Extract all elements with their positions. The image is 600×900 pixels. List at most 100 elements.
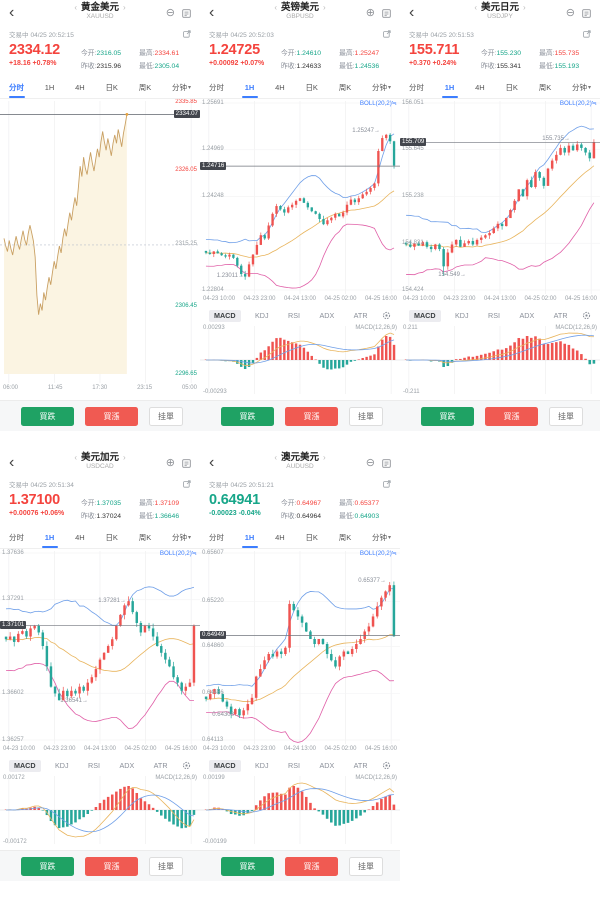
back-button[interactable]: ‹: [409, 4, 415, 21]
next-instrument-icon[interactable]: ›: [323, 3, 326, 12]
tab-weekly[interactable]: 周K: [538, 83, 552, 92]
indicator-tab-atr[interactable]: ATR: [553, 311, 568, 320]
back-button[interactable]: ‹: [209, 454, 215, 471]
indicator-tab-adx[interactable]: ADX: [119, 761, 135, 770]
indicator-tab-kdj[interactable]: KDJ: [455, 311, 469, 320]
tab-weekly[interactable]: 周K: [338, 533, 352, 542]
chart-canvas[interactable]: [200, 99, 400, 296]
buy-fall-button[interactable]: 買跌: [221, 856, 274, 876]
boll-indicator-label[interactable]: BOLL(20,2)≒: [359, 100, 397, 107]
indicator-tab-adx[interactable]: ADX: [319, 311, 335, 320]
prev-instrument-icon[interactable]: ‹: [474, 3, 477, 12]
tab-weekly[interactable]: 周K: [338, 83, 352, 92]
pending-order-button[interactable]: 挂單: [349, 406, 383, 426]
indicator-tab-macd[interactable]: MACD: [209, 309, 241, 322]
indicator-tab-adx[interactable]: ADX: [519, 311, 535, 320]
favorite-toggle-icon[interactable]: ⊕: [165, 456, 175, 469]
macd-canvas[interactable]: [400, 324, 600, 396]
news-icon[interactable]: [382, 8, 391, 18]
tab-daily[interactable]: 日K: [305, 83, 318, 92]
tab-1h[interactable]: 1H: [245, 77, 255, 98]
tab-daily[interactable]: 日K: [105, 533, 118, 542]
indicator-tab-macd[interactable]: MACD: [209, 759, 241, 772]
tab-4h[interactable]: 4H: [275, 533, 285, 542]
back-button[interactable]: ‹: [9, 454, 15, 471]
favorite-toggle-icon[interactable]: ⊖: [365, 456, 375, 469]
fullscreen-icon[interactable]: [383, 479, 391, 488]
boll-indicator-label[interactable]: BOLL(20,2)≒: [559, 100, 597, 107]
buy-rise-button[interactable]: 買漲: [285, 856, 338, 876]
tab-daily[interactable]: 日K: [505, 83, 518, 92]
back-button[interactable]: ‹: [9, 4, 15, 21]
indicator-tab-atr[interactable]: ATR: [353, 761, 368, 770]
tab-weekly[interactable]: 周K: [138, 533, 152, 542]
back-button[interactable]: ‹: [209, 4, 215, 21]
prev-instrument-icon[interactable]: ‹: [74, 453, 77, 462]
prev-instrument-icon[interactable]: ‹: [274, 3, 277, 12]
prev-instrument-icon[interactable]: ‹: [74, 3, 77, 12]
buy-rise-button[interactable]: 買漲: [85, 406, 138, 426]
chart-canvas[interactable]: [400, 99, 600, 296]
next-instrument-icon[interactable]: ›: [123, 3, 126, 12]
favorite-toggle-icon[interactable]: ⊖: [165, 6, 175, 19]
next-instrument-icon[interactable]: ›: [323, 453, 326, 462]
tab-1h[interactable]: 1H: [245, 527, 255, 548]
gear-icon[interactable]: [382, 311, 391, 320]
buy-fall-button[interactable]: 買跌: [421, 406, 474, 426]
indicator-tab-rsi[interactable]: RSI: [88, 761, 101, 770]
tab-4h[interactable]: 4H: [275, 83, 285, 92]
indicator-tab-kdj[interactable]: KDJ: [255, 311, 269, 320]
price-chart[interactable]: 2335.85 2326.05 2315.25 2306.45 2296.65 2334.…: [0, 99, 200, 385]
indicator-tab-rsi[interactable]: RSI: [488, 311, 501, 320]
indicator-tab-macd[interactable]: MACD: [409, 309, 441, 322]
tab-daily[interactable]: 日K: [305, 533, 318, 542]
buy-rise-button[interactable]: 買漲: [285, 406, 338, 426]
next-instrument-icon[interactable]: ›: [123, 453, 126, 462]
chart-canvas[interactable]: [200, 549, 400, 746]
indicator-tab-rsi[interactable]: RSI: [288, 761, 301, 770]
macd-pane[interactable]: 0.00293 -0.00293 MACD(12,26,9): [200, 324, 400, 396]
pending-order-button[interactable]: 挂單: [149, 406, 183, 426]
price-chart[interactable]: 1.37636 1.37291 1.36602 1.36257 1.37101 1.372…: [0, 549, 200, 746]
fullscreen-icon[interactable]: [583, 29, 591, 38]
buy-rise-button[interactable]: 買漲: [485, 406, 538, 426]
indicator-tab-macd[interactable]: MACD: [9, 759, 41, 772]
buy-fall-button[interactable]: 買跌: [221, 406, 274, 426]
chart-canvas[interactable]: [0, 549, 200, 746]
chart-canvas[interactable]: [0, 99, 200, 385]
fullscreen-icon[interactable]: [183, 29, 191, 38]
tab-minute-dropdown[interactable]: 分钟 ▾: [171, 533, 191, 542]
fullscreen-icon[interactable]: [383, 29, 391, 38]
tab-1h[interactable]: 1H: [45, 527, 55, 548]
boll-indicator-label[interactable]: BOLL(20,2)≒: [159, 550, 197, 557]
tab-4h[interactable]: 4H: [75, 533, 85, 542]
pending-order-button[interactable]: 挂單: [149, 856, 183, 876]
tab-timeshare[interactable]: 分时: [209, 533, 224, 542]
tab-4h[interactable]: 4H: [475, 83, 485, 92]
macd-pane[interactable]: 0.00172 -0.00172 MACD(12,26,9): [0, 774, 200, 846]
news-icon[interactable]: [582, 8, 591, 18]
favorite-toggle-icon[interactable]: ⊖: [565, 6, 575, 19]
indicator-tab-kdj[interactable]: KDJ: [55, 761, 69, 770]
tab-weekly[interactable]: 周K: [138, 83, 152, 92]
macd-canvas[interactable]: [200, 774, 400, 846]
tab-timeshare[interactable]: 分时: [209, 83, 224, 92]
tab-minute-dropdown[interactable]: 分钟 ▾: [171, 83, 191, 92]
tab-4h[interactable]: 4H: [75, 83, 85, 92]
price-chart[interactable]: 156.051 155.645 155.238 154.831 154.424 155.7…: [400, 99, 600, 296]
tab-minute-dropdown[interactable]: 分钟 ▾: [371, 83, 391, 92]
indicator-tab-kdj[interactable]: KDJ: [255, 761, 269, 770]
buy-rise-button[interactable]: 買漲: [85, 856, 138, 876]
gear-icon[interactable]: [582, 311, 591, 320]
tab-daily[interactable]: 日K: [105, 83, 118, 92]
pending-order-button[interactable]: 挂單: [349, 856, 383, 876]
macd-canvas[interactable]: [0, 774, 200, 846]
tab-timeshare[interactable]: 分时: [409, 83, 424, 92]
prev-instrument-icon[interactable]: ‹: [274, 453, 277, 462]
buy-fall-button[interactable]: 買跌: [21, 406, 74, 426]
indicator-tab-atr[interactable]: ATR: [353, 311, 368, 320]
news-icon[interactable]: [382, 458, 391, 468]
indicator-tab-adx[interactable]: ADX: [319, 761, 335, 770]
price-chart[interactable]: 0.65607 0.65220 0.64860 0.64486 0.64113 0.649…: [200, 549, 400, 746]
favorite-toggle-icon[interactable]: ⊕: [365, 6, 375, 19]
